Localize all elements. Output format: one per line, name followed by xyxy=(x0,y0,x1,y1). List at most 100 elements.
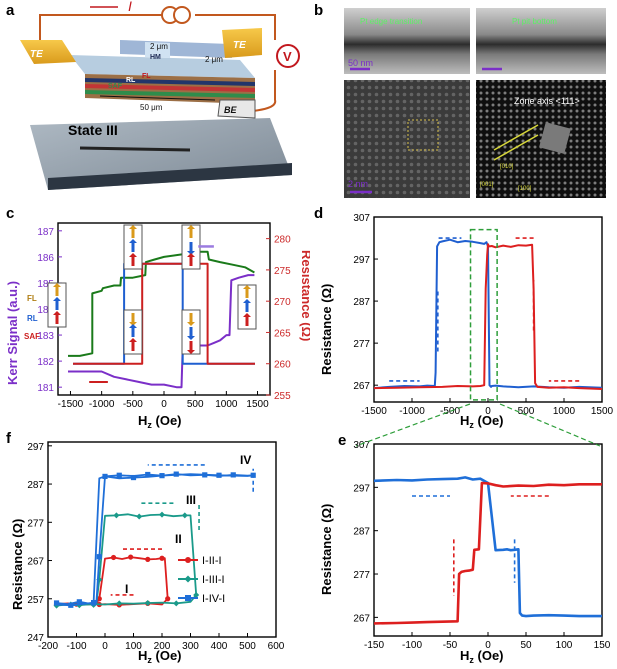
legend-label: I-IV-I xyxy=(202,593,225,605)
svg-f-point xyxy=(181,512,188,519)
magnet-arrow-head xyxy=(129,225,137,229)
svg-c-series-kerr_down xyxy=(68,250,255,357)
tem-edge-image xyxy=(344,8,470,74)
svg-f-xtick-label: 200 xyxy=(154,641,171,652)
tem-images: Pt edge transition Pt pit bottom 50 nm 2… xyxy=(344,8,606,198)
svg-f-series-I-II-I xyxy=(56,556,169,606)
zone-axis-label: Zone axis <111> xyxy=(514,96,580,106)
svg-d-xtick-label: -1000 xyxy=(399,406,425,417)
svg-e-xtick-label: 150 xyxy=(594,640,611,651)
chart-d-xlabel: Hz (Oe) xyxy=(460,413,504,430)
state-iii-label: III xyxy=(186,493,196,507)
voltmeter: V xyxy=(276,44,300,68)
svg-d-ytick-label: 297 xyxy=(353,255,370,266)
legend-label: I-III-I xyxy=(202,574,225,586)
svg-c-series-res_red xyxy=(73,262,255,365)
layer-fl-label: FL xyxy=(27,294,37,303)
svg-d-ytick-label: 277 xyxy=(353,339,370,350)
svg-f-ytick-label: 257 xyxy=(27,595,44,606)
magnet-arrow-head xyxy=(187,225,195,229)
layer-rl-label: RL xyxy=(27,314,38,323)
scale-top-label: 50 nm xyxy=(348,58,373,68)
legend-marker xyxy=(184,575,192,583)
svg-e-xtick-label: 50 xyxy=(520,640,532,651)
chart-e-ylabel: Resistance (Ω) xyxy=(319,504,334,595)
svg-f-xtick-label: 400 xyxy=(211,641,228,652)
svg-d-series-red xyxy=(373,243,603,390)
magnet-arrow-head xyxy=(187,350,195,354)
rl-label: RL xyxy=(126,77,136,84)
chart-c-ylabel-right: Resistance (Ω) xyxy=(299,250,310,341)
magnet-arrow-head xyxy=(243,313,251,317)
svg-f-point xyxy=(76,599,82,605)
svg-d-xtick-label: -500 xyxy=(440,406,460,417)
svg-f-xtick-label: 0 xyxy=(102,641,108,652)
current-label: I xyxy=(128,0,132,14)
svg-f-xtick-label: 300 xyxy=(182,641,199,652)
svg-c-xtick-label: -1500 xyxy=(58,399,84,410)
svg-c-y2tick-label: 255 xyxy=(274,391,291,402)
dim-len-line xyxy=(99,95,216,101)
svg-f-ytick-label: 297 xyxy=(27,442,44,453)
magnet-arrow-head xyxy=(187,322,195,326)
svg-d-xtick-label: 500 xyxy=(518,406,535,417)
panel-e: e Resistance (Ω) Hz (Oe) -150 -100 -50 0 50 1… xyxy=(310,430,617,665)
state-label: State III xyxy=(68,122,118,138)
svg-f-xtick-label: 100 xyxy=(125,641,142,652)
svg-c-xtick-label: -500 xyxy=(123,399,143,410)
svg-f-point xyxy=(165,596,171,602)
svg-text:TE: TE xyxy=(233,40,246,51)
magnet-arrow-head xyxy=(129,324,137,328)
svg-e-series-blue xyxy=(373,476,602,618)
svg-e-xtick-label: -150 xyxy=(364,640,384,651)
svg-d-ytick-label: 287 xyxy=(353,297,370,308)
tem-pit-image xyxy=(476,8,606,74)
index-001: [001] xyxy=(480,182,494,188)
svg-c-series-res_blue xyxy=(73,262,255,365)
chart-f-xlabel: Hz (Oe) xyxy=(138,648,182,664)
chart-f-ylabel: Resistance (Ω) xyxy=(10,519,25,610)
chart-d: Resistance (Ω) Hz (Oe) -1500 -1000 -500 0 50… xyxy=(319,213,614,430)
legend-marker xyxy=(185,557,191,563)
svg-c-y2tick-label: 270 xyxy=(274,297,291,308)
svg-f-point xyxy=(130,474,137,481)
dim-len: 50 μm xyxy=(140,103,163,112)
chart-e: Resistance (Ω) Hz (Oe) -150 -100 -50 0 50 100… xyxy=(319,440,611,665)
svg-f-point xyxy=(230,472,236,478)
svg-f-point xyxy=(91,599,97,606)
svg-f-xtick-label: 600 xyxy=(268,641,285,652)
svg-d-xtick-label: 1000 xyxy=(553,406,576,417)
svg-d-ytick-label: 307 xyxy=(353,213,370,224)
svg-c-xtick-label: -1000 xyxy=(89,399,115,410)
svg-f-xtick-label: 500 xyxy=(239,641,256,652)
chart-c: Kerr Signal (a.u.) Resistance (Ω) Hz (Oe… xyxy=(5,222,314,430)
svg-f-point xyxy=(96,554,102,560)
saf-label: SAF xyxy=(108,83,123,90)
svg-e-ytick-label: 267 xyxy=(353,613,370,624)
panel-d: d Resistance (Ω) Hz (Oe) -1500 -1000 -500 0… xyxy=(310,205,617,430)
diffraction-inset xyxy=(539,122,571,154)
svg-f-point xyxy=(173,471,179,477)
svg-e-ytick-label: 287 xyxy=(353,527,370,538)
tem-pit-caption: Pt pit bottom xyxy=(512,17,557,26)
scale-bottom-label: 2 nm xyxy=(348,179,368,189)
chart-d-ylabel: Resistance (Ω) xyxy=(319,284,334,375)
lattice-line-2 xyxy=(493,134,539,161)
svg-c-y2tick-label: 275 xyxy=(274,266,291,277)
chart-f: Resistance (Ω) Hz (Oe) I II III IV -200-… xyxy=(10,441,285,665)
magnet-arrow-head xyxy=(187,336,195,340)
tem-edge-caption: Pt edge transition xyxy=(360,17,422,26)
magnet-arrow-head xyxy=(53,311,61,315)
svg-c-ytick-label: 185 xyxy=(37,279,54,290)
svg-f-point xyxy=(102,473,108,480)
panel-f: f Resistance (Ω) Hz (Oe) I II III IV -20… xyxy=(0,430,310,665)
svg-f-ytick-label: 277 xyxy=(27,518,44,529)
bottom-electrode: BE xyxy=(217,99,256,119)
svg-f-point xyxy=(145,556,151,562)
layer-saf-label: SAF xyxy=(24,332,40,341)
panel-label-d: d xyxy=(314,205,324,222)
terminal-right: TE xyxy=(222,28,262,58)
fl-label: FL xyxy=(142,73,151,80)
svg-f-frame xyxy=(47,441,277,638)
legend-marker xyxy=(185,595,191,601)
